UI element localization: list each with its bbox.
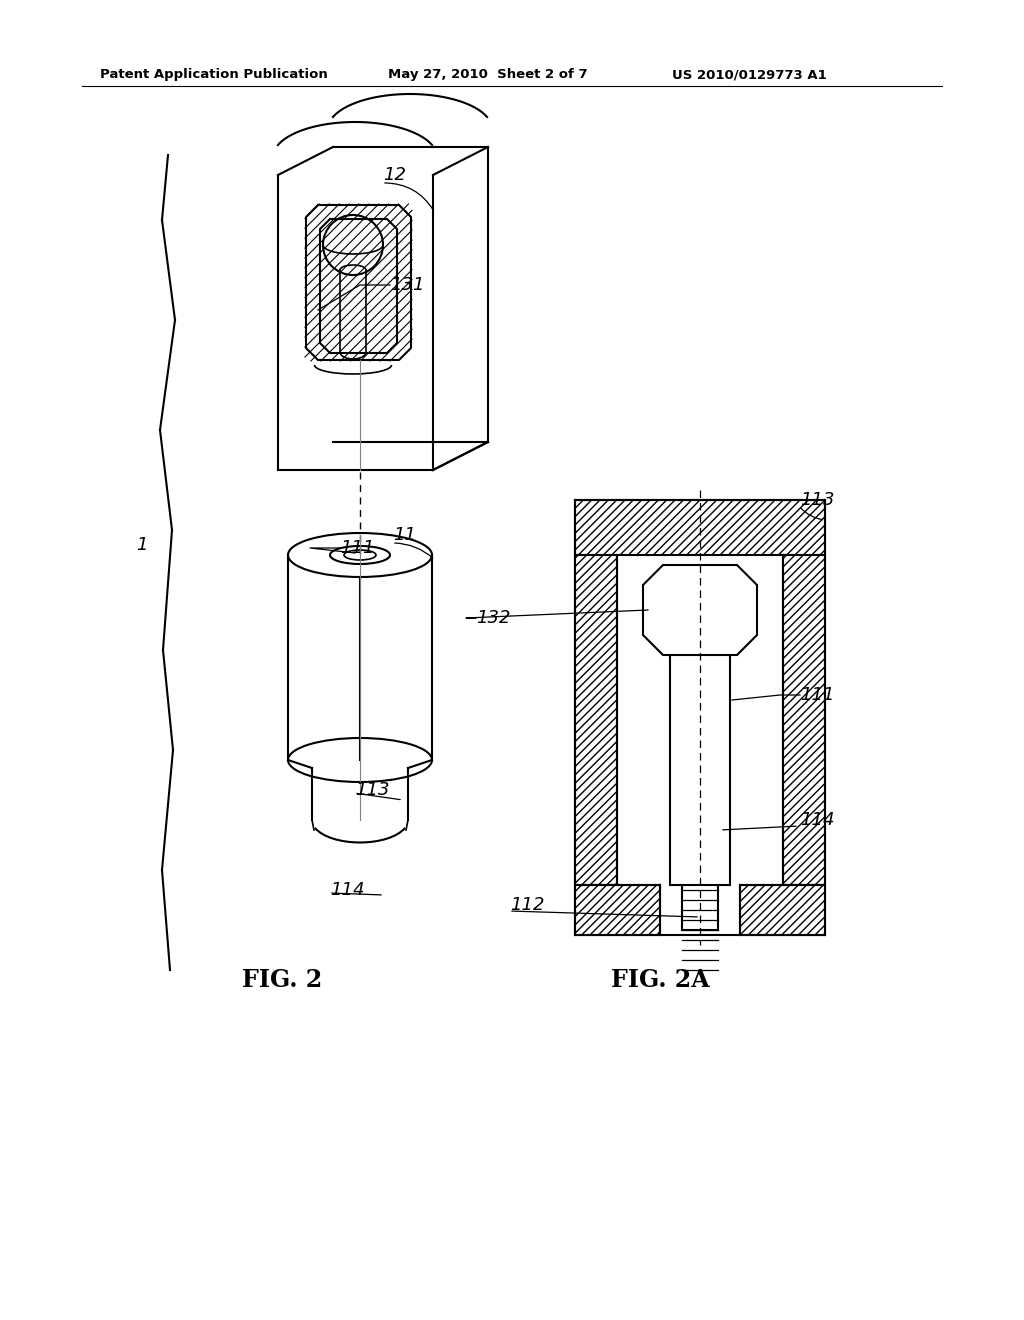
- Text: FIG. 2: FIG. 2: [242, 968, 323, 993]
- Text: 1: 1: [136, 536, 148, 554]
- Text: 113: 113: [355, 781, 389, 799]
- Text: 113: 113: [800, 491, 835, 510]
- Text: 111: 111: [800, 686, 835, 704]
- Text: 111: 111: [340, 539, 375, 557]
- Bar: [575, 554, 617, 884]
- Bar: [783, 554, 825, 884]
- Text: May 27, 2010  Sheet 2 of 7: May 27, 2010 Sheet 2 of 7: [388, 69, 588, 81]
- Text: 11: 11: [393, 525, 416, 544]
- Polygon shape: [575, 500, 825, 554]
- Text: 12: 12: [383, 166, 406, 183]
- Bar: [740, 884, 825, 935]
- Text: 131: 131: [390, 276, 425, 294]
- Text: 114: 114: [800, 810, 835, 829]
- Text: 112: 112: [510, 896, 545, 913]
- Text: US 2010/0129773 A1: US 2010/0129773 A1: [672, 69, 826, 81]
- Bar: [575, 884, 660, 935]
- Text: Patent Application Publication: Patent Application Publication: [100, 69, 328, 81]
- Text: FIG. 2A: FIG. 2A: [610, 968, 710, 993]
- Text: 132: 132: [476, 609, 511, 627]
- Text: 114: 114: [330, 880, 365, 899]
